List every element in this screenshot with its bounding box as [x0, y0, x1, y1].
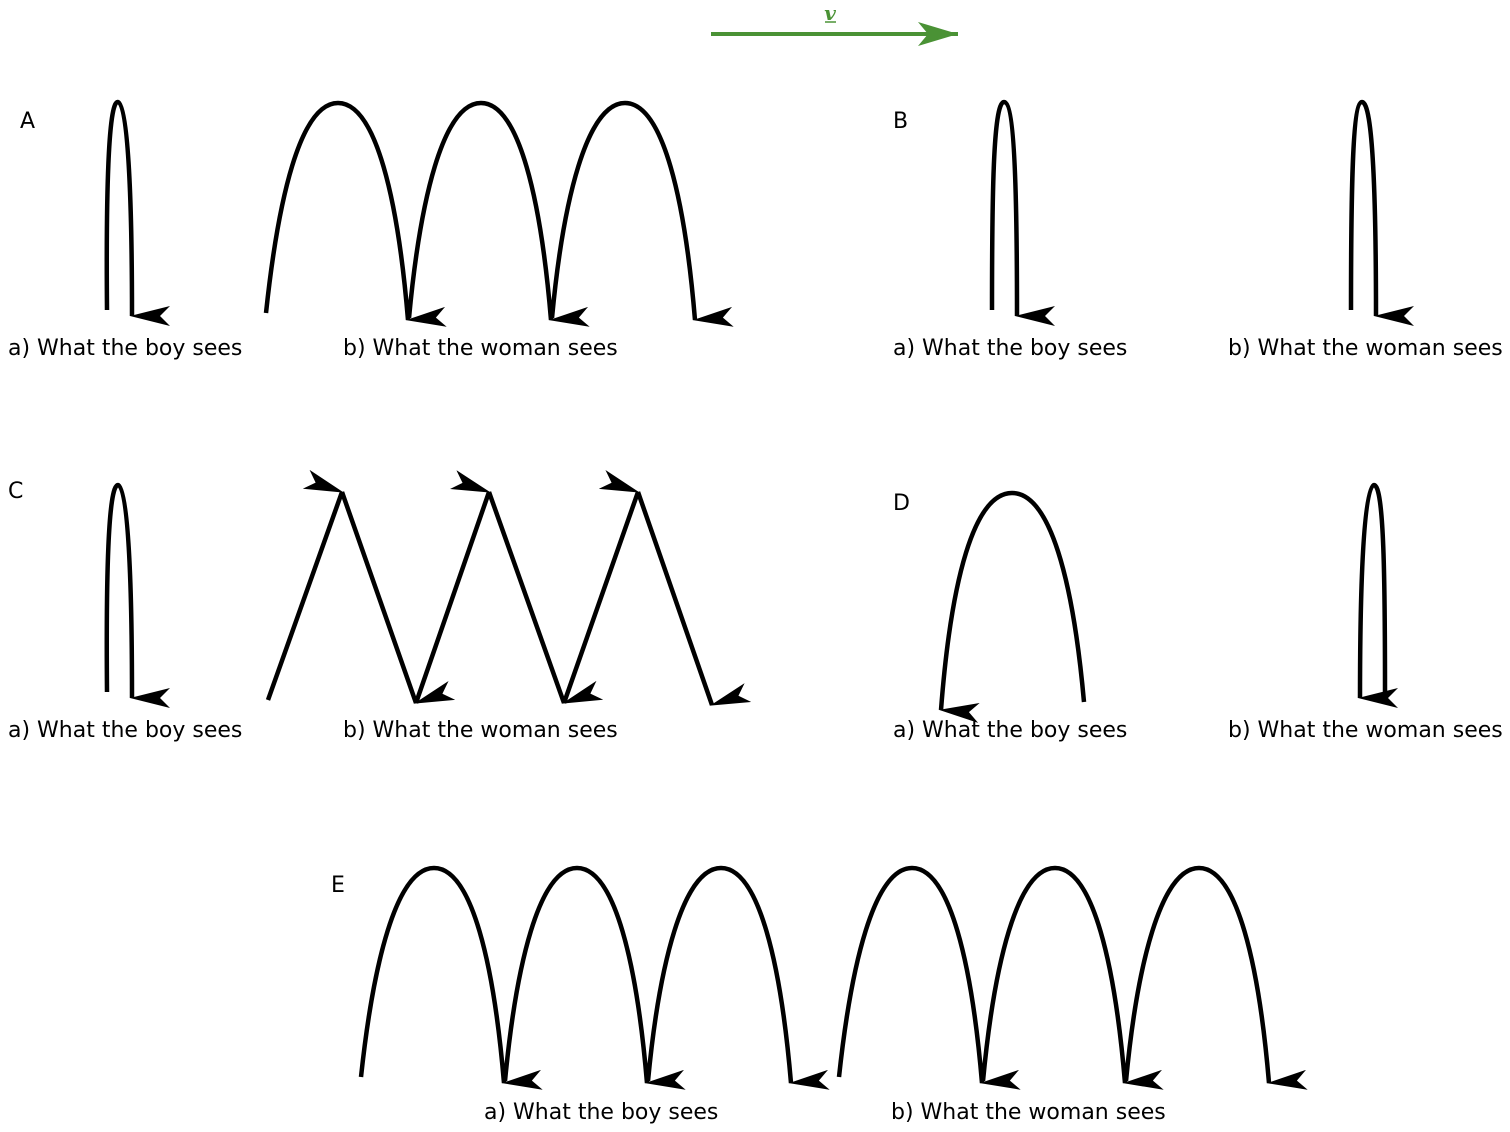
woman-caption: b) What the woman sees — [343, 718, 618, 743]
option-e: E a) What the boy sees b) What the woman… — [331, 865, 1308, 1125]
woman-vertical-path — [1348, 99, 1415, 326]
woman-caption: b) What the woman sees — [891, 1100, 1166, 1125]
boy-caption: a) What the boy sees — [8, 718, 242, 743]
woman-vertical-path — [1357, 482, 1399, 709]
woman-arc-3 — [1123, 865, 1308, 1090]
woman-arc-3 — [549, 100, 734, 327]
option-a: A a) What the boy sees b) What the woman… — [8, 99, 734, 361]
woman-zigzag-down-1 — [339, 491, 456, 704]
option-c: C a) What the boy sees b) What the woman… — [8, 469, 752, 743]
boy-vertical-path — [989, 99, 1056, 326]
boy-arc-backward — [938, 490, 1087, 723]
woman-arc-1 — [836, 865, 1021, 1090]
boy-caption: a) What the boy sees — [484, 1100, 718, 1125]
woman-arc-2 — [406, 100, 590, 327]
woman-zigzag-down-2 — [486, 491, 604, 704]
woman-zigzag-up-3 — [561, 469, 641, 704]
option-letter: E — [331, 873, 345, 898]
woman-zigzag-down-3 — [635, 491, 752, 706]
option-d: D a) What the boy sees b) What the woman… — [893, 482, 1503, 743]
woman-caption: b) What the woman sees — [1228, 336, 1503, 361]
option-letter: D — [893, 491, 910, 516]
boy-vertical-path — [104, 99, 171, 326]
woman-arc-1 — [263, 100, 447, 327]
boy-caption: a) What the boy sees — [893, 718, 1127, 743]
boy-arc-1 — [358, 865, 543, 1090]
woman-zigzag-up-2 — [413, 470, 492, 704]
option-letter: B — [893, 109, 908, 134]
option-letter: C — [8, 479, 23, 504]
velocity-label: v — [824, 1, 836, 25]
option-b: B a) What the boy sees b) What the woman… — [893, 99, 1503, 361]
boy-caption: a) What the boy sees — [893, 336, 1127, 361]
boy-arc-3 — [645, 865, 830, 1090]
woman-caption: b) What the woman sees — [343, 336, 618, 361]
boy-arc-2 — [502, 865, 686, 1090]
velocity-arrow: v — [711, 1, 958, 46]
woman-zigzag-up-1 — [265, 469, 345, 701]
option-letter: A — [20, 109, 35, 134]
boy-vertical-path — [104, 482, 171, 708]
boy-caption: a) What the boy sees — [8, 336, 242, 361]
woman-arc-2 — [980, 865, 1164, 1090]
woman-caption: b) What the woman sees — [1228, 718, 1503, 743]
